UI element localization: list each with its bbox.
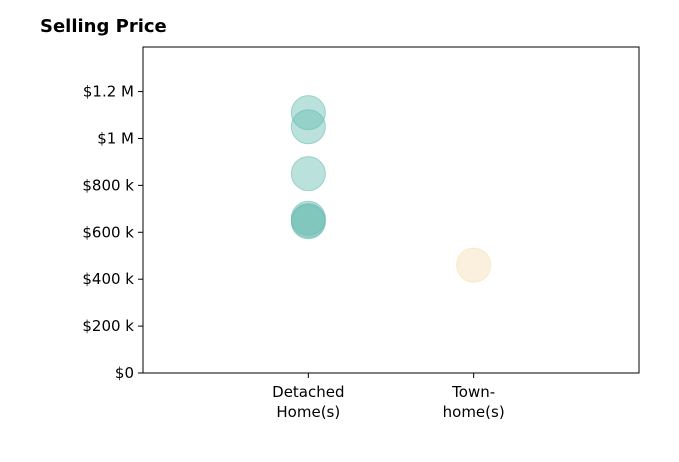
data-point	[290, 95, 326, 131]
x-tick-label-line: home(s)	[443, 403, 505, 421]
x-tick-label-line: Town-	[451, 383, 495, 401]
plot-frame	[142, 46, 640, 374]
y-tick-label: $0	[115, 364, 134, 382]
data-point	[290, 109, 326, 145]
y-tick-label: $1 M	[97, 129, 134, 147]
y-tick-label: $200 k	[82, 317, 134, 335]
y-tick-label: $800 k	[82, 176, 134, 194]
data-point	[456, 247, 492, 283]
x-tick-label-line: Home(s)	[276, 403, 340, 421]
x-tick-label: Detached Home(s)	[272, 383, 344, 421]
x-tick-label: Town-home(s)	[443, 383, 505, 421]
data-point	[290, 156, 326, 192]
y-axis: $0 $200 k $400 k $600 k $800 k $1 M $1.2 M	[82, 83, 143, 382]
x-tick-label-line: Detached	[272, 383, 344, 401]
y-tick-label: $1.2 M	[83, 83, 134, 101]
data-point	[290, 204, 326, 240]
y-tick-label: $600 k	[82, 223, 134, 241]
y-tick-label: $400 k	[82, 270, 134, 288]
points-layer	[290, 95, 492, 283]
x-axis: Detached Home(s) Town-home(s)	[272, 373, 505, 421]
chart-title: Selling Price	[40, 16, 167, 37]
